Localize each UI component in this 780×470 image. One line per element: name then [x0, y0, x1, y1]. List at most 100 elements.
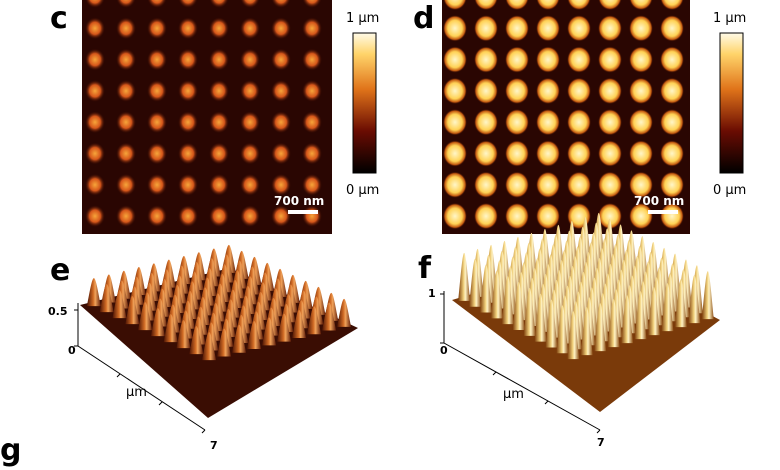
- feature-dot: [474, 46, 498, 73]
- panel-label: e: [50, 253, 70, 288]
- panel-label: g: [0, 433, 21, 468]
- feature-dot: [629, 15, 653, 42]
- axes-3d: [74, 291, 601, 434]
- surface-peak: [621, 295, 634, 344]
- feature-dot: [240, 142, 260, 165]
- surface-peak: [322, 302, 337, 331]
- feature-dot: [567, 15, 591, 42]
- surface-peak: [534, 293, 547, 342]
- feature-dot: [116, 79, 136, 102]
- surface-peak: [307, 306, 322, 335]
- feature-dot: [536, 171, 560, 198]
- feature-dot: [271, 173, 291, 196]
- feature-dot: [302, 205, 322, 228]
- feature-dot: [660, 171, 684, 198]
- surface-3d: [80, 244, 358, 418]
- feature-dot: [240, 205, 260, 228]
- feature-dot: [443, 202, 467, 230]
- feature-dot: [116, 205, 136, 228]
- scalebar: [288, 210, 318, 214]
- surface-peak: [292, 309, 307, 338]
- surface-peak: [247, 321, 262, 350]
- panel-label: c: [50, 1, 68, 36]
- feature-dot: [178, 173, 198, 196]
- feature-dot: [660, 140, 684, 167]
- feature-dot: [116, 142, 136, 165]
- z-tick: 0: [68, 344, 76, 357]
- feature-dot: [505, 171, 529, 198]
- feature-dot: [116, 17, 136, 40]
- feature-dot: [474, 202, 498, 230]
- feature-dot: [474, 77, 498, 105]
- feature-dot: [147, 0, 167, 8]
- feature-dot: [271, 79, 291, 102]
- surface-peak: [688, 275, 701, 324]
- feature-dot: [147, 111, 167, 134]
- feature-dot: [443, 15, 467, 42]
- surface-peak: [277, 313, 292, 342]
- feature-dot: [505, 46, 529, 73]
- surface-peak: [580, 307, 593, 356]
- feature-dot: [505, 0, 529, 11]
- surface-peak: [567, 311, 580, 360]
- surface-peak: [501, 276, 514, 325]
- afm-map: [442, 0, 690, 234]
- feature-dot: [85, 142, 105, 165]
- surface-peak: [262, 317, 277, 346]
- colorbar-min: 0 µm: [346, 183, 379, 198]
- feature-dot: [474, 15, 498, 42]
- feature-dot: [598, 171, 622, 198]
- feature-dot: [147, 205, 167, 228]
- surface-peak: [661, 283, 674, 332]
- feature-dot: [240, 17, 260, 40]
- feature-dot: [271, 0, 291, 8]
- panel-label: f: [418, 251, 432, 286]
- feature-dot: [302, 17, 322, 40]
- surface-peak: [176, 320, 191, 349]
- feature-dot: [240, 0, 260, 8]
- feature-dot: [209, 173, 229, 196]
- feature-dot: [85, 48, 105, 71]
- feature-dot: [443, 109, 467, 136]
- feature-dot: [116, 111, 136, 134]
- feature-dot: [567, 46, 591, 73]
- feature-dot: [660, 0, 684, 11]
- panel-label: d: [413, 1, 434, 36]
- feature-dot: [271, 17, 291, 40]
- feature-dot: [147, 17, 167, 40]
- z-tick: 1: [428, 287, 436, 300]
- feature-dot: [85, 205, 105, 228]
- feature-dot: [598, 46, 622, 73]
- z-tick: 0.5: [48, 305, 68, 318]
- feature-dot: [598, 0, 622, 11]
- feature-dot: [178, 0, 198, 8]
- feature-dot: [567, 0, 591, 11]
- surface-peak: [125, 296, 140, 325]
- feature-dot: [474, 109, 498, 136]
- feature-dot: [85, 17, 105, 40]
- feature-dot: [209, 48, 229, 71]
- surface-peak: [458, 252, 471, 301]
- feature-dot: [567, 109, 591, 136]
- feature-dot: [443, 171, 467, 198]
- colorbar-min: 0 µm: [713, 183, 746, 198]
- feature-dot: [505, 15, 529, 42]
- feature-dot: [178, 111, 198, 134]
- surface-peak: [232, 324, 247, 353]
- scalebar-label: 700 nm: [274, 194, 324, 208]
- feature-dot: [271, 205, 291, 228]
- surface-peak: [112, 290, 127, 319]
- feature-dot: [209, 0, 229, 8]
- feature-dot: [443, 140, 467, 167]
- surface-peak: [701, 271, 714, 320]
- surface-peak: [512, 282, 525, 330]
- feature-dot: [629, 0, 653, 11]
- feature-dot: [598, 140, 622, 167]
- surface-peak: [648, 287, 660, 336]
- feature-dot: [629, 171, 653, 198]
- feature-dot: [302, 173, 322, 196]
- feature-dot: [271, 111, 291, 134]
- surface-peak: [556, 305, 569, 354]
- surface-peak: [607, 299, 620, 348]
- feature-dot: [209, 17, 229, 40]
